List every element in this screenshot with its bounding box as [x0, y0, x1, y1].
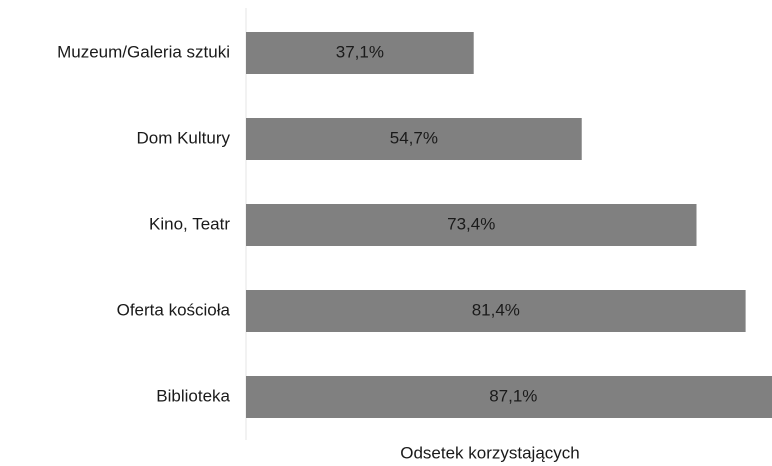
y-tick-label: Muzeum/Galeria sztuki	[57, 42, 230, 61]
y-tick-label: Biblioteka	[156, 386, 230, 405]
y-tick-label: Dom Kultury	[136, 128, 230, 147]
data-label: 54,7%	[390, 128, 438, 147]
bar	[246, 204, 697, 246]
data-label: 81,4%	[472, 300, 520, 319]
data-label: 73,4%	[447, 214, 495, 233]
bar	[246, 376, 772, 418]
bar	[246, 290, 746, 332]
x-axis-label: Odsetek korzystających	[400, 443, 580, 462]
data-label: 37,1%	[336, 42, 384, 61]
y-tick-label: Kino, Teatr	[149, 214, 230, 233]
data-label: 87,1%	[489, 386, 537, 405]
bar	[246, 32, 474, 74]
bar	[246, 118, 582, 160]
y-tick-label: Oferta kościoła	[117, 300, 231, 319]
